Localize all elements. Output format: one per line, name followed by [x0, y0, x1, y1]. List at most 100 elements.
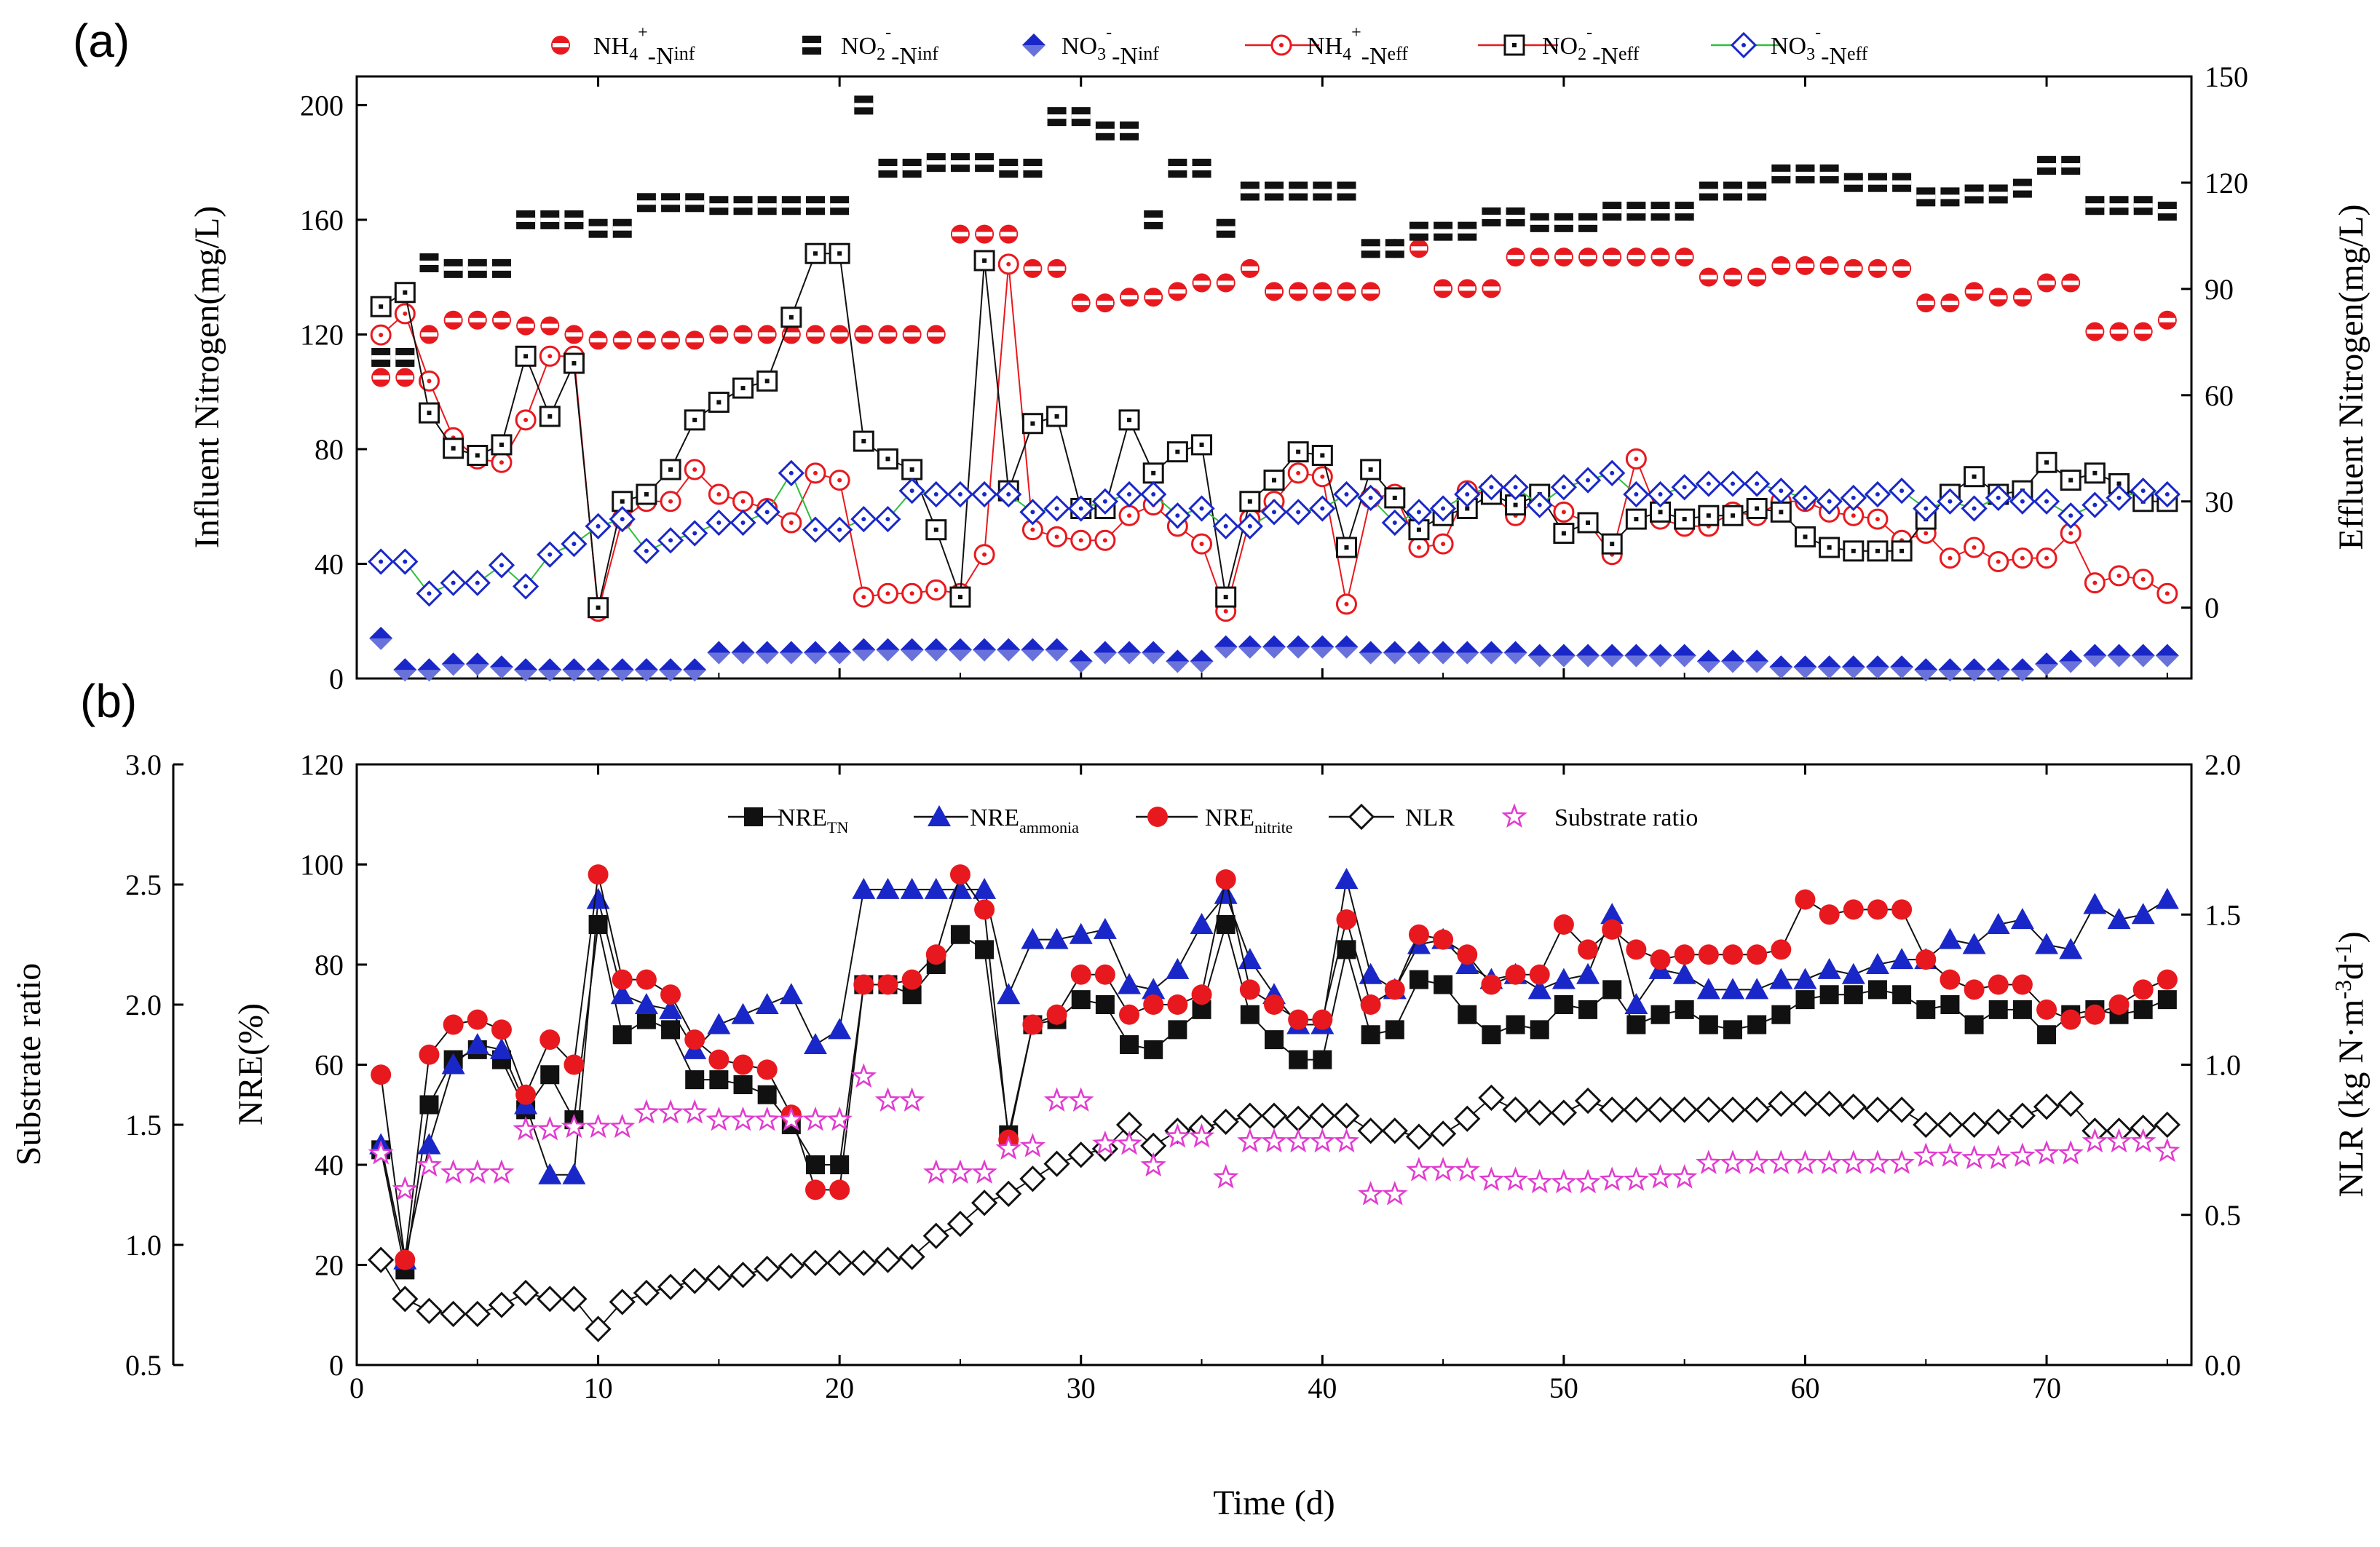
point-substrate-ratio [1599, 1166, 1625, 1191]
point-nlr [440, 1300, 467, 1327]
point-no2-inf-stripe [1506, 214, 1525, 219]
point-no3-inf [1310, 635, 1335, 659]
point-nlr [1913, 1111, 1940, 1139]
point-nre-tn-box [1071, 990, 1091, 1010]
point-no2-inf [1795, 164, 1815, 183]
point-substrate-ratio [1382, 1181, 1408, 1206]
point-nre-ammonia [997, 983, 1021, 1005]
point-nre-tn [830, 1155, 850, 1174]
point-no2-eff-box [636, 483, 657, 505]
legend-marker-no3-eff [1730, 31, 1758, 59]
point-nh4-eff-dot [2020, 555, 2025, 561]
point-nre-tn-box [1650, 1005, 1670, 1024]
point-nre-nitrite [1553, 914, 1574, 935]
point-no3-inf [2107, 644, 2131, 668]
point-no2-eff-dot [1223, 595, 1228, 600]
point-nh4-inf [1675, 248, 1694, 267]
point-no2-eff-dot [1513, 502, 1518, 507]
point-nh4-eff-dot [740, 499, 746, 504]
point-no3-inf-shape [1890, 655, 1914, 679]
point-nre-ammonia [538, 1163, 562, 1184]
point-nlr [1405, 1123, 1433, 1150]
point-no2-eff [1166, 441, 1188, 463]
point-substrate-ratio-shape [923, 1159, 949, 1184]
point-no3-inf-shape [2131, 644, 2155, 668]
legend-label-nlr: NLR [1405, 804, 1455, 831]
point-no3-eff-dot [1320, 506, 1325, 511]
point-no3-inf-shape [1335, 635, 1359, 659]
point-nh4-inf [1265, 282, 1284, 301]
point-no3-eff [1019, 499, 1046, 526]
point-nh4-inf-stripe [1145, 295, 1162, 300]
point-substrate-ratio-shape [657, 1099, 684, 1124]
point-nre-ammonia-shape [465, 1033, 489, 1054]
point-no2-eff-dot [2116, 481, 2122, 486]
point-no2-inf-stripe [371, 355, 391, 360]
point-nh4-inf [830, 325, 850, 344]
point-nre-tn-box [975, 940, 995, 960]
point-no2-eff-dot [1610, 542, 1615, 547]
legend-label-substrate-ratio: Substrate ratio [1554, 804, 1698, 831]
point-substrate-ratio [2081, 1128, 2108, 1153]
point-nh4-eff-dot [788, 520, 794, 525]
point-nre-tn [1867, 980, 1887, 1000]
point-nlr [1840, 1093, 1867, 1120]
point-no2-inf-stripe [1530, 220, 1549, 225]
point-nlr [1019, 1166, 1046, 1192]
point-no2-inf [1337, 181, 1356, 201]
point-no3-eff [730, 509, 756, 537]
point-no2-inf-stripe [1289, 189, 1308, 194]
point-substrate-ratio [1768, 1150, 1795, 1174]
point-nre-ammonia-shape [1890, 948, 1914, 970]
point-nre-tn [685, 1070, 705, 1090]
point-nh4-inf [1313, 282, 1332, 301]
point-substrate-ratio [1358, 1181, 1384, 1206]
point-no3-eff-dot [740, 520, 746, 525]
legend-label-nh4-inf-part: 4 [629, 45, 638, 64]
point-nre-nitrite [1940, 969, 1961, 990]
point-no3-inf-shape [659, 658, 683, 682]
point-substrate-ratio [1406, 1157, 1432, 1182]
point-nh4-inf [1602, 248, 1622, 267]
point-no3-eff [1333, 480, 1360, 508]
point-nre-nitrite [1191, 984, 1212, 1005]
point-no2-inf-stripe [1216, 226, 1236, 231]
point-nh4-inf [564, 325, 584, 344]
point-no3-eff-dot [2092, 502, 2098, 507]
point-substrate-ratio-shape [1502, 1166, 1529, 1191]
point-no3-eff-dot [1247, 523, 1252, 529]
point-nh4-eff-dot [1102, 538, 1107, 543]
point-nre-ammonia-shape [924, 877, 948, 899]
point-nre-nitrite [443, 1014, 464, 1035]
point-no3-eff [995, 480, 1022, 508]
point-nre-tn [1964, 1015, 1984, 1034]
point-no3-inf-shape [2010, 658, 2034, 682]
point-substrate-ratio [971, 1159, 997, 1184]
y-tick-label-a: 120 [300, 318, 344, 351]
point-nre-nitrite-disc [1215, 869, 1236, 890]
series-line-nre-ammonia [380, 879, 2168, 1260]
point-no2-eff-box [394, 282, 416, 304]
point-no2-inf [1554, 213, 1573, 232]
point-nre-ammonia [876, 877, 900, 899]
point-nre-ammonia [973, 877, 997, 899]
point-no2-eff-dot [1803, 534, 1808, 539]
point-no3-eff [2106, 484, 2132, 512]
point-no3-inf-shape [731, 641, 755, 665]
point-nlr-shape [561, 1286, 588, 1313]
point-no3-eff [946, 480, 974, 508]
point-substrate-ratio-shape [1237, 1128, 1263, 1153]
point-nh4-inf [709, 325, 729, 344]
point-no3-eff [826, 516, 853, 543]
point-nlr-shape [1744, 1096, 1771, 1123]
point-nh4-eff-dot [813, 470, 818, 475]
point-nh4-inf [1071, 293, 1091, 313]
point-no3-inf-half [755, 652, 779, 665]
point-no2-eff-dot [1779, 510, 1784, 515]
legend-label-no3-inf-part: - [1106, 23, 1112, 42]
point-nre-ammonia [707, 1013, 731, 1034]
point-substrate-ratio-shape [1913, 1142, 1939, 1167]
legend-label-no3-eff-part: - [1815, 23, 1821, 42]
nlr-title-end: ) [2332, 931, 2371, 943]
point-substrate-ratio-shape [1164, 1123, 1190, 1148]
